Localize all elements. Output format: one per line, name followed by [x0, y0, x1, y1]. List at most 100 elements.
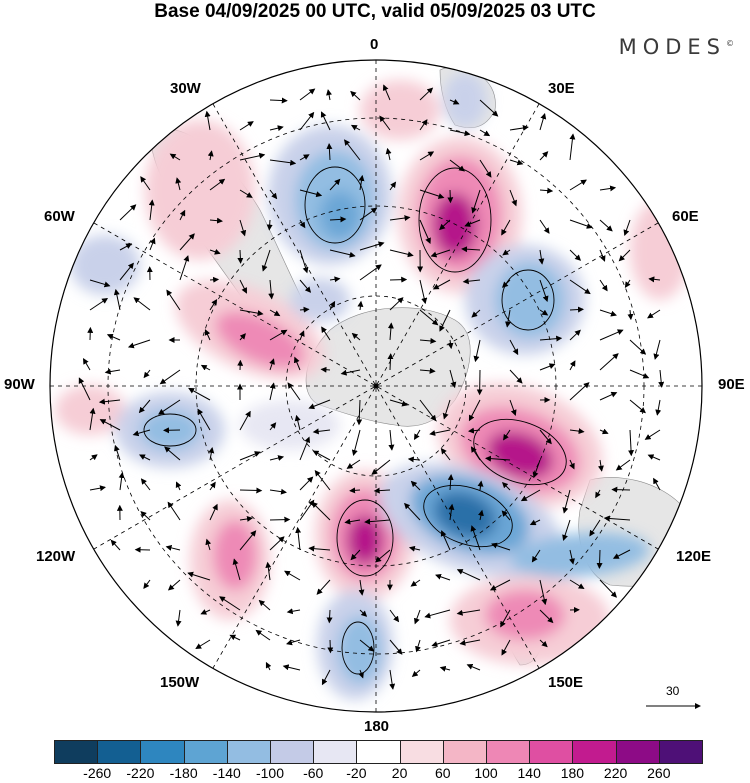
wind-vector — [599, 185, 617, 192]
wind-vector — [326, 143, 333, 161]
wind-vector — [538, 249, 545, 265]
wind-vector — [389, 276, 408, 283]
wind-vector — [119, 204, 137, 221]
wind-vector — [509, 125, 529, 131]
wind-vector — [284, 570, 301, 581]
wind-vector — [320, 111, 331, 131]
wind-vector — [509, 369, 523, 384]
wind-vector — [229, 634, 241, 641]
wind-vector — [329, 216, 347, 223]
wind-vector — [356, 399, 363, 426]
wind-vector — [596, 549, 603, 569]
wind-vector — [299, 476, 314, 491]
wind-vector — [440, 447, 451, 461]
wind-vector — [282, 664, 301, 671]
wind-vector — [149, 237, 156, 251]
wind-vector — [209, 276, 220, 283]
lon-label-120w: 120W — [36, 548, 76, 565]
wind-vector — [388, 429, 395, 451]
wind-vector — [599, 249, 606, 262]
wind-vector — [143, 579, 151, 590]
wind-vector — [430, 249, 451, 258]
wind-vector — [321, 669, 331, 686]
wind-vector — [188, 387, 211, 401]
wind-vector — [539, 219, 550, 234]
wind-vector — [449, 129, 471, 137]
wind-vector — [501, 639, 511, 656]
wind-vector — [239, 451, 261, 461]
wind-vector — [299, 499, 315, 521]
wind-vector — [385, 147, 392, 161]
wind-vector — [204, 329, 211, 341]
wind-vector — [78, 377, 91, 401]
wind-vector — [205, 538, 212, 551]
wind-vector — [562, 519, 571, 541]
colorbar-tick-label: -140 — [212, 765, 241, 781]
wind-vector — [179, 255, 190, 281]
wind-vector — [539, 639, 548, 648]
wind-vector — [358, 669, 364, 679]
wind-vector — [485, 455, 511, 462]
colorbar-swatch — [486, 740, 531, 764]
wind-vector — [629, 399, 646, 414]
wind-vector — [104, 368, 121, 375]
wind-vector — [132, 429, 151, 437]
wind-vector — [269, 382, 276, 401]
wind-vector — [299, 189, 323, 198]
wind-vector — [269, 455, 285, 461]
wind-vector — [647, 454, 661, 461]
wind-vector — [628, 429, 635, 457]
colorbar-tick-label: 60 — [435, 765, 451, 781]
wind-vector — [447, 474, 454, 491]
wind-vector — [320, 366, 331, 373]
colorbar-swatch — [54, 740, 99, 764]
wind-vector — [106, 333, 121, 341]
wind-vector — [269, 422, 277, 431]
wind-vector — [599, 579, 617, 598]
wind-vector — [299, 111, 315, 131]
colorbar-swatch — [615, 740, 660, 764]
wind-vector — [599, 329, 624, 341]
wind-vector — [379, 115, 391, 131]
wind-vector — [344, 518, 361, 525]
brand-mark: © — [726, 39, 734, 48]
wind-vector — [539, 579, 548, 606]
lon-label-150w: 150W — [160, 674, 200, 691]
wind-vector — [209, 298, 218, 311]
wind-vector — [209, 481, 216, 491]
polar-map — [49, 59, 703, 713]
wind-vector — [255, 629, 271, 641]
wind-vector — [389, 249, 414, 258]
wind-vector — [599, 279, 608, 292]
colorbar-tick-label: -220 — [126, 765, 155, 781]
wind-vector — [432, 279, 451, 290]
wind-vector — [520, 489, 541, 502]
wind-vector — [299, 279, 312, 293]
wind-vector — [140, 176, 151, 191]
wind-vector — [308, 399, 331, 410]
wind-vector — [419, 219, 431, 245]
wind-vector — [466, 663, 481, 671]
wind-vector — [618, 249, 631, 262]
wind-vector — [119, 262, 134, 281]
wind-vector — [424, 609, 451, 619]
wind-vector — [539, 363, 556, 371]
wind-vector — [653, 477, 661, 491]
wind-vector — [644, 429, 661, 440]
colorbar-tick-label: 100 — [474, 765, 498, 781]
wind-vector — [439, 665, 451, 672]
wind-vectors — [78, 84, 665, 690]
wind-vector — [239, 121, 254, 131]
colorbar-swatch — [313, 740, 358, 764]
wind-vector — [387, 322, 394, 341]
wind-vector — [491, 542, 511, 551]
wind-vector — [209, 178, 226, 191]
wind-vector — [371, 459, 391, 475]
wind-vector — [175, 177, 182, 191]
wind-vector — [603, 515, 631, 522]
wind-vector — [462, 278, 481, 285]
wind-vector — [647, 309, 661, 319]
south-pole-marker — [373, 383, 379, 389]
wind-vector — [599, 219, 613, 232]
wind-vector — [258, 599, 271, 611]
